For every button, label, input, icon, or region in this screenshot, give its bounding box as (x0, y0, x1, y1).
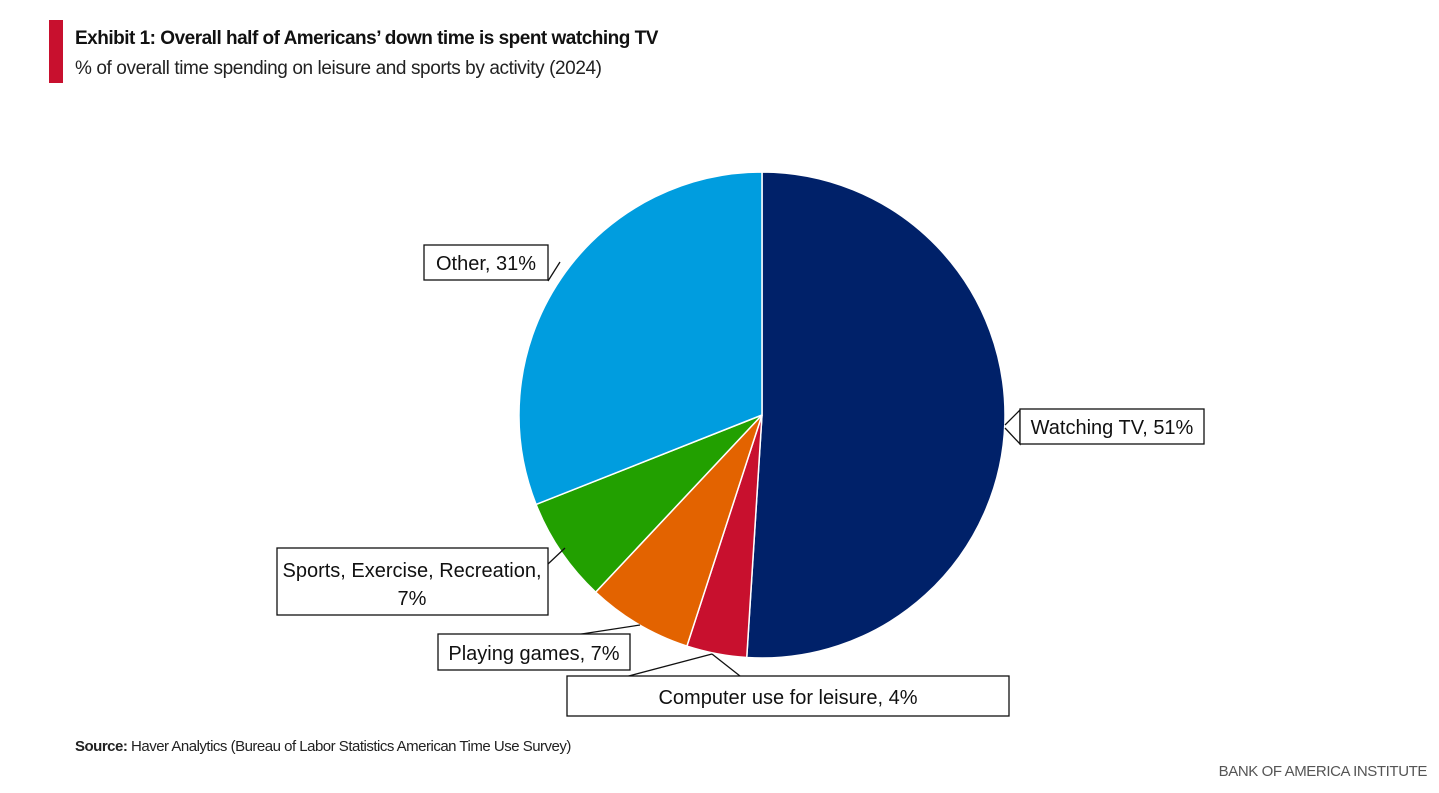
pie-slice-watching-tv (745, 171, 1006, 659)
callout-sports: Sports, Exercise, Recreation, 7% (276, 547, 566, 616)
callout-playing-games: Playing games, 7% (437, 624, 641, 671)
label-sports-line2: 7% (398, 588, 427, 610)
label-sports-line1: Sports, Exercise, Recreation, (283, 560, 542, 582)
callout-other: Other, 31% (423, 244, 561, 282)
callout-watching-tv: Watching TV, 51% (1004, 408, 1205, 446)
label-computer-use: Computer use for leisure, 4% (658, 687, 917, 709)
chart-title: Exhibit 1: Overall half of Americans’ do… (75, 28, 658, 49)
source-text: Haver Analytics (Bureau of Labor Statist… (127, 738, 571, 755)
label-other: Other, 31% (436, 253, 536, 275)
chart-subtitle: % of overall time spending on leisure an… (75, 58, 602, 79)
pie-slice-playing-games (594, 414, 763, 648)
brand-logo-text: BANK OF AMERICA INSTITUTE (1218, 763, 1428, 780)
pie-slice-other (518, 171, 763, 506)
label-playing-games: Playing games, 7% (448, 643, 619, 665)
source-label: Source: (75, 738, 128, 755)
accent-bar (49, 20, 63, 83)
source-note: Source: Haver Analytics (Bureau of Labor… (75, 738, 571, 755)
callout-computer-use: Computer use for leisure, 4% (566, 653, 1010, 717)
label-watching-tv: Watching TV, 51% (1031, 417, 1194, 439)
